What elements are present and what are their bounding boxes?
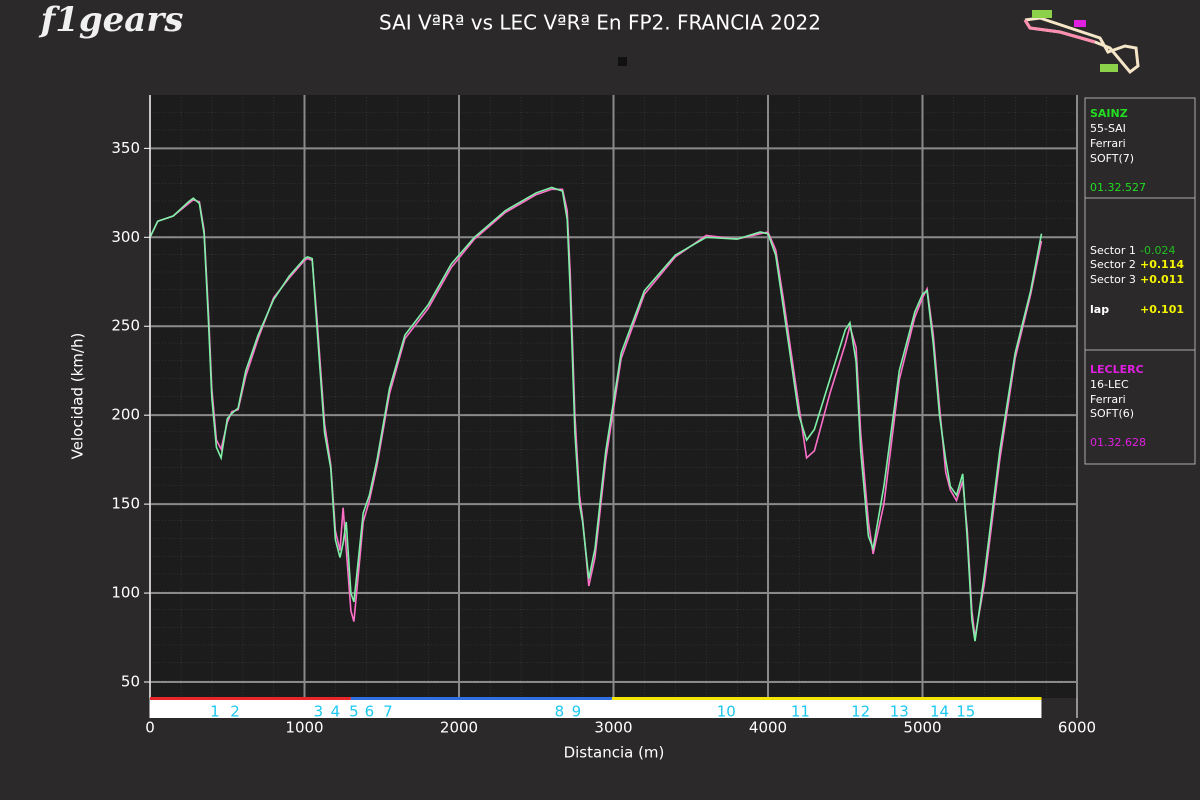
delta-label: lap	[1090, 303, 1109, 316]
y-axis-label: Velocidad (km/h)	[69, 333, 87, 460]
x-tick-label: 2000	[440, 719, 478, 737]
delta-value: -0.024	[1140, 244, 1175, 257]
sector-strip	[150, 698, 1042, 718]
y-tick-label: 300	[111, 228, 140, 246]
x-tick-label: 1000	[285, 719, 323, 737]
corner-label: 6	[365, 703, 375, 721]
info-panel	[1084, 97, 1196, 465]
corner-label: 1	[210, 703, 220, 721]
lap-time: 01.32.628	[1090, 436, 1146, 449]
corner-label: 15	[956, 703, 975, 721]
corner-label: 12	[851, 703, 870, 721]
sector-bar	[350, 697, 612, 700]
driver-name: LECLERC	[1090, 363, 1144, 376]
y-tick-label: 50	[121, 672, 140, 690]
y-tick-label: 150	[111, 495, 140, 513]
driver-team: Ferrari	[1090, 137, 1126, 150]
x-axis-label: Distancia (m)	[564, 744, 665, 762]
sector-bar	[611, 697, 1042, 700]
x-tick-label: 0	[145, 719, 155, 737]
corner-label: 3	[314, 703, 324, 721]
corner-label: 5	[349, 703, 359, 721]
driver-team: Ferrari	[1090, 393, 1126, 406]
lap-time: 01.32.527	[1090, 181, 1146, 194]
driver-code: 16-LEC	[1090, 378, 1129, 391]
corner-label: 7	[383, 703, 393, 721]
corner-label: 11	[791, 703, 810, 721]
delta-value: +0.114	[1140, 258, 1184, 271]
logo: f1gears	[39, 0, 184, 40]
corner-label: 13	[890, 703, 909, 721]
corner-label: 9	[572, 703, 582, 721]
x-tick-label: 4000	[749, 719, 787, 737]
delta-value: +0.101	[1140, 303, 1184, 316]
y-tick-label: 200	[111, 406, 140, 424]
chart-title: SAI VªRª vs LEC VªRª En FP2. FRANCIA 202…	[379, 11, 821, 35]
track-map	[1023, 10, 1140, 75]
y-tick-label: 350	[111, 139, 140, 157]
legend-marker	[618, 57, 627, 66]
corner-label: 10	[717, 703, 736, 721]
speed-line	[149, 186, 1043, 642]
driver-name: SAINZ	[1090, 107, 1128, 120]
delta-value: +0.011	[1140, 273, 1184, 286]
corner-label: 8	[555, 703, 565, 721]
corner-label: 2	[230, 703, 240, 721]
x-tick-label: 5000	[903, 719, 941, 737]
delta-label: Sector 1	[1090, 244, 1136, 257]
delta-label: Sector 2	[1090, 258, 1136, 271]
x-tick-label: 3000	[594, 719, 632, 737]
driver-code: 55-SAI	[1090, 122, 1126, 135]
corner-label: 14	[930, 703, 949, 721]
y-tick-label: 250	[111, 317, 140, 335]
driver-tyre: SOFT(7)	[1090, 152, 1134, 165]
y-tick-label: 100	[111, 584, 140, 602]
corner-label: 4	[331, 703, 341, 721]
x-tick-label: 6000	[1058, 719, 1096, 737]
delta-label: Sector 3	[1090, 273, 1136, 286]
driver-tyre: SOFT(6)	[1090, 407, 1134, 420]
sector-bar	[150, 697, 351, 700]
